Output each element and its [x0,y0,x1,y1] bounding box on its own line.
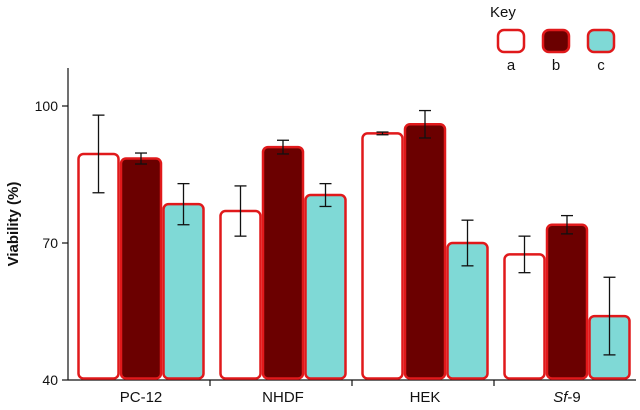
legend-swatch-a [496,28,526,54]
x-tick-label: Sf-9 [553,389,581,406]
x-tick-label: PC-12 [120,389,163,406]
y-ticks: 40 70 100 [35,98,68,388]
bar-c-1 [304,193,347,380]
bar-c-0 [162,202,205,380]
legend-swatch-b [541,28,571,54]
y-tick-label: 40 [42,372,58,388]
y-axis-title: Viability (%) [5,182,22,267]
legend-swatch-c [586,28,616,54]
legend-label-a: a [507,57,516,74]
bar-b-1 [261,145,305,380]
x-tick-label: NHDF [262,389,304,406]
legend-label-b: b [552,57,560,74]
x-tick-labels: PC-12 NHDF HEK Sf-9 [120,380,581,406]
legend-title: Key [490,4,516,21]
bar-b-3 [545,223,589,380]
legend: Key a b c [490,4,616,74]
bar-a-2 [361,132,404,380]
y-tick-label: 70 [42,235,58,251]
bar-b-0 [119,157,163,380]
bar-b-2 [403,123,447,380]
bars [77,123,631,380]
legend-label-c: c [597,57,605,74]
error-bars [92,109,616,356]
x-tick-label: HEK [410,389,441,406]
y-tick-label: 100 [35,98,59,114]
